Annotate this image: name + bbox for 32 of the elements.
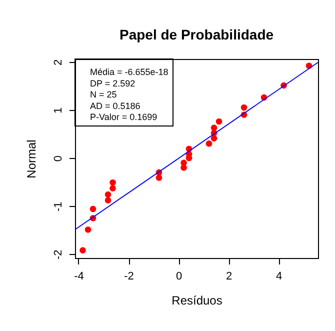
point: [90, 206, 96, 212]
point: [156, 174, 162, 181]
x-tick-label: 2: [226, 270, 232, 282]
annotation: N = 25: [90, 90, 117, 100]
x-tick-label: -4: [74, 270, 84, 282]
point: [110, 179, 116, 186]
annotation: P-Valor = 0.1699: [90, 112, 158, 122]
point: [210, 124, 218, 131]
y-axis-title: Normal: [24, 140, 38, 178]
annotation: AD = 0.5186: [90, 100, 140, 111]
y-tick-label: 1: [52, 107, 64, 114]
point: [206, 140, 212, 147]
annotation: Média = -6.655e-18: [90, 67, 168, 77]
point: [104, 191, 112, 198]
y-tick-label: -1: [52, 202, 64, 212]
x-tick-label: 0: [176, 270, 182, 282]
x-tick-label: 4: [276, 270, 282, 282]
point: [210, 135, 218, 142]
x-tick-label: -2: [124, 270, 134, 282]
point: [110, 185, 116, 192]
chart-title: Papel de Probabilidade: [119, 26, 274, 42]
point: [180, 160, 187, 166]
y-tick-label: 0: [52, 155, 64, 162]
point: [104, 197, 112, 204]
y-tick-label: 2: [52, 59, 64, 66]
point: [240, 104, 248, 111]
x-axis-title: Resíduos: [172, 294, 222, 308]
y-tick-label: -2: [52, 250, 64, 260]
point: [80, 247, 86, 254]
annotation: DP = 2.592: [90, 78, 136, 88]
point: [216, 118, 222, 125]
point: [84, 226, 92, 233]
